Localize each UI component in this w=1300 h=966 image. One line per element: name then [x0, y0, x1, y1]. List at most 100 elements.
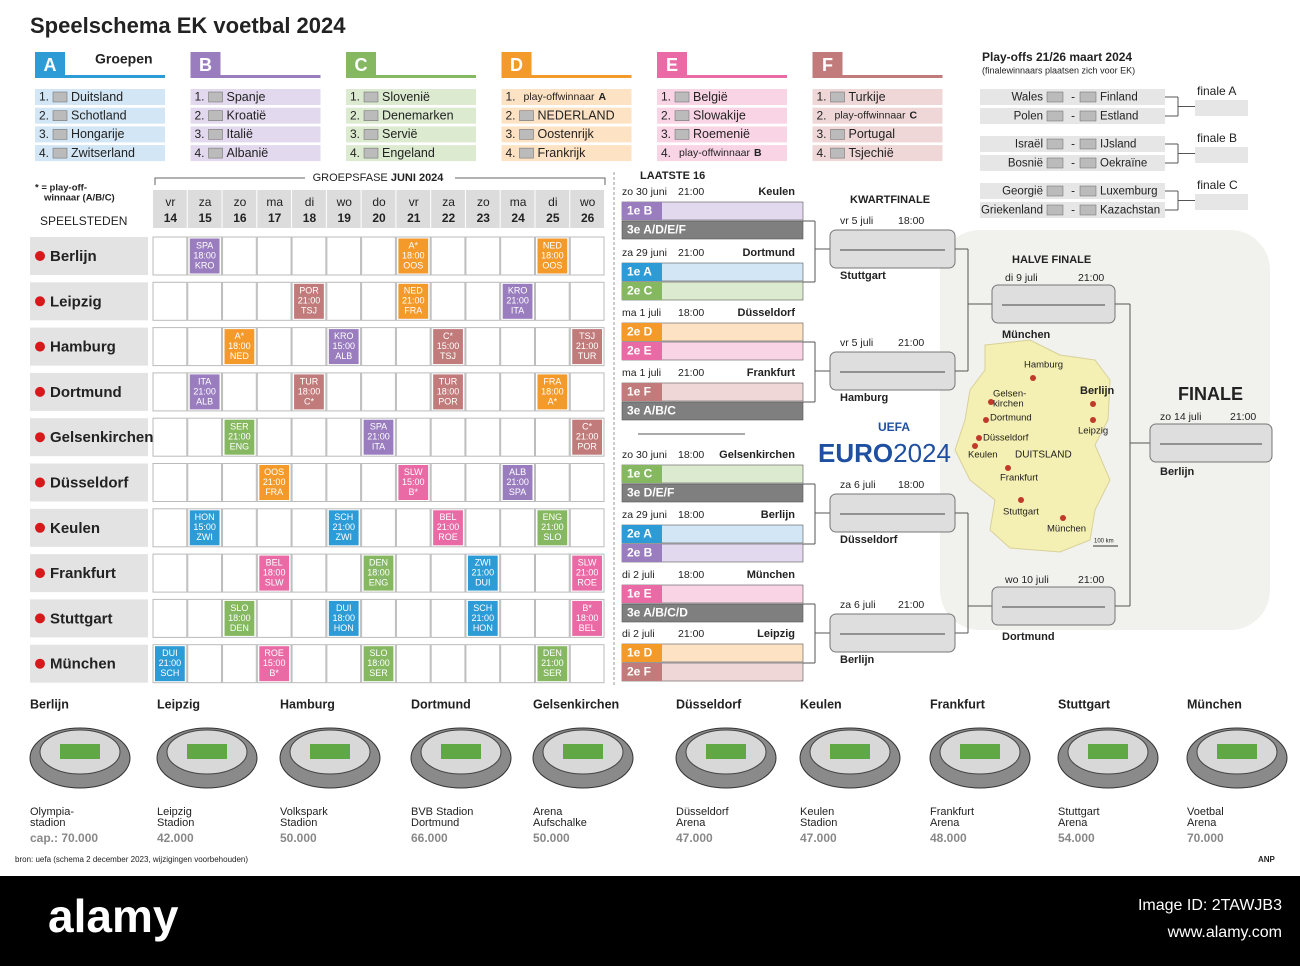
day-cell: [569, 236, 605, 276]
stadium-name: Voetbal: [1187, 806, 1224, 818]
stadium-capacity: 70.000: [1187, 831, 1224, 845]
stadium-city: Hamburg: [280, 697, 335, 711]
team-rank: 3.: [350, 127, 360, 141]
team-rank: 4.: [817, 146, 827, 160]
stadium-name: Stadion: [800, 817, 837, 829]
group-letter: F: [822, 55, 833, 75]
day-cell: [395, 327, 431, 367]
day-number: 25: [546, 211, 560, 225]
team-name-text: play-offwinnaar: [679, 147, 751, 159]
venue-dot: [35, 341, 45, 352]
flag: [208, 91, 223, 103]
day-number: 15: [198, 211, 212, 225]
day-cell: [291, 236, 327, 276]
team-name: Slovenië: [382, 90, 430, 104]
match-cell: [328, 510, 359, 546]
logo-main: EURO: [818, 438, 893, 468]
match-cell: [224, 419, 255, 455]
day-header: [187, 190, 222, 228]
match-cell: [433, 374, 463, 410]
match-cell: [294, 374, 324, 410]
day-dow: do: [372, 195, 386, 209]
match-home: C*: [582, 422, 592, 432]
playoff-sep: -: [1071, 205, 1075, 217]
r16-date: za 29 juni: [622, 247, 667, 259]
playoff-row: [980, 155, 1165, 171]
match-home: SLO: [230, 603, 248, 613]
map-city: Leipzig: [1078, 426, 1108, 437]
phase-header-month: JUNI 2024: [391, 172, 444, 184]
day-cell: [222, 553, 257, 593]
day-cell: [395, 644, 431, 684]
day-number: 18: [303, 211, 317, 225]
stadium-name: Dortmund: [411, 817, 459, 829]
map-city: München: [1047, 524, 1086, 535]
stadium-city: Leipzig: [157, 697, 200, 711]
day-header: [396, 190, 431, 228]
watermark-id: Image ID: 2TAWJB3: [1138, 897, 1282, 914]
match-cell: [363, 555, 394, 591]
venue-label-bg: [30, 644, 148, 683]
stadium-city: Dortmund: [411, 697, 471, 711]
team-name-suffix: B: [754, 147, 762, 159]
venue-label-bg: [30, 418, 148, 457]
r16-slot-tab: [622, 525, 662, 543]
playoffs-subtitle: (finalewinnaars plaatsen zich voor EK): [982, 65, 1135, 75]
r16-team: 2e F: [627, 665, 651, 679]
match-home: SPA: [370, 422, 387, 432]
team-row: [346, 126, 476, 143]
match-away: ENG: [369, 577, 389, 587]
match-time: 21:00: [332, 522, 355, 532]
match-home: BEL: [440, 512, 457, 522]
match-home: NED: [543, 240, 563, 250]
day-cell: [569, 372, 605, 412]
day-number: 23: [477, 211, 491, 225]
match-home: C*: [443, 331, 453, 341]
day-number: 24: [511, 211, 525, 225]
flag: [1046, 157, 1064, 169]
stadium-name: Arena: [1187, 817, 1217, 829]
team-rank: 2.: [506, 108, 516, 122]
match-home: SLW: [578, 557, 597, 567]
match-home: KRO: [508, 286, 528, 296]
stadium-name: Arena: [1058, 817, 1088, 829]
playoff-sep: -: [1071, 158, 1075, 170]
match-home: HON: [195, 512, 215, 522]
flag: [52, 129, 68, 140]
stadium-name: Olympia-: [30, 806, 74, 818]
day-header: [257, 190, 292, 228]
map-city: kirchen: [993, 399, 1024, 410]
r16-city: Dortmund: [742, 247, 795, 259]
qf-time: 18:00: [898, 215, 924, 227]
match-cell: [572, 555, 603, 591]
match-home: SPA: [196, 240, 213, 250]
map-city-dot: [983, 417, 989, 423]
playoff-final-box: [1195, 194, 1248, 210]
sf-title: HALVE FINALE: [1012, 254, 1091, 266]
venue-label-bg: [30, 282, 148, 321]
playoff-row: [980, 136, 1165, 152]
match-away: KRO: [195, 260, 215, 270]
match-time: 18:00: [437, 386, 460, 396]
day-header: [570, 190, 605, 228]
match-cell: [572, 419, 603, 455]
match-time: 18:00: [576, 613, 599, 623]
match-home: NED: [404, 286, 424, 296]
stadium-name: Volkspark: [280, 806, 328, 818]
map-scale-label: 100 km: [1094, 539, 1114, 545]
team-row: [812, 107, 943, 124]
stadium-pitch: [830, 744, 870, 759]
match-away: ZWI: [335, 532, 352, 542]
team-name: België: [693, 90, 728, 104]
stadium-city: Stuttgart: [1058, 697, 1111, 711]
r16-slot-tab: [622, 202, 662, 220]
venue-dot: [35, 658, 45, 669]
stadium-capacity: cap.: 70.000: [30, 831, 98, 845]
watermark-bar: [0, 876, 1300, 966]
flag: [1046, 91, 1064, 103]
qf-date: vr 5 juli: [840, 337, 873, 349]
r16-city: München: [747, 569, 796, 581]
match-cell: [328, 329, 359, 365]
team-rank: 1.: [39, 90, 49, 104]
watermark-brand: alamy: [48, 890, 179, 942]
